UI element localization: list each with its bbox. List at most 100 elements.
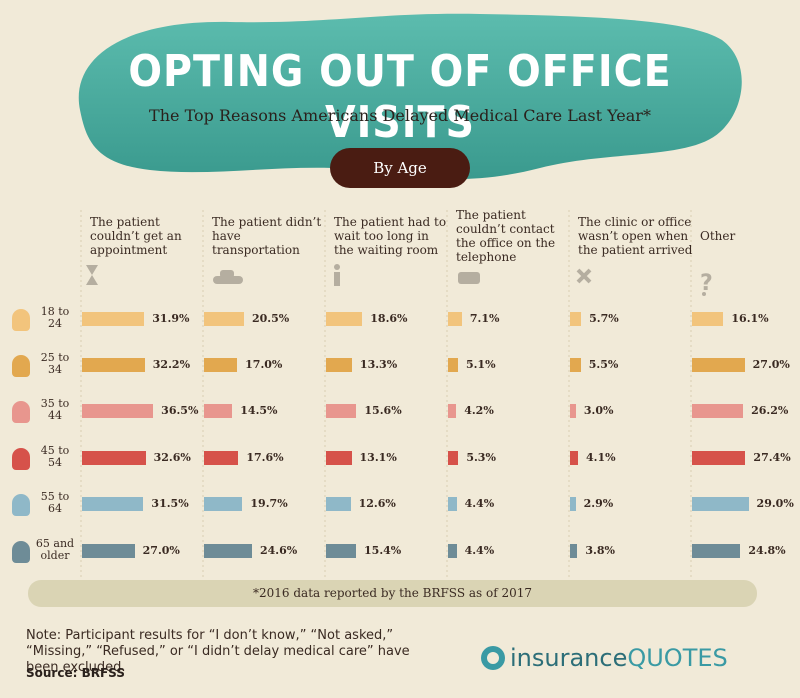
age-label: 55 to 64 xyxy=(40,490,70,515)
age-label: 25 to 34 xyxy=(40,351,70,376)
bar xyxy=(448,544,457,558)
value-label: 15.6% xyxy=(364,404,402,417)
bar xyxy=(692,358,745,372)
value-label: 3.0% xyxy=(583,404,614,417)
value-label: 4.1% xyxy=(585,451,616,464)
bar xyxy=(82,497,144,511)
value-label: 2.9% xyxy=(583,497,614,510)
bar xyxy=(570,497,576,511)
value-label: 17.6% xyxy=(246,451,284,464)
value-label: 17.0% xyxy=(245,358,283,371)
bar xyxy=(448,497,457,511)
value-label: 7.1% xyxy=(469,312,500,325)
face-icon xyxy=(12,309,30,331)
bar xyxy=(326,544,357,558)
value-label: 15.4% xyxy=(364,544,402,557)
face-icon xyxy=(12,541,30,563)
svg-text:?: ? xyxy=(700,271,713,296)
bar xyxy=(570,312,582,326)
group-label: By Age xyxy=(373,159,427,177)
bar xyxy=(570,451,578,465)
bar xyxy=(326,312,363,326)
bar xyxy=(82,544,135,558)
age-label: 18 to 24 xyxy=(40,305,70,330)
value-label: 27.0% xyxy=(752,358,790,371)
column-header: The patient had to wait too long in the … xyxy=(334,215,447,257)
source: Source: BRFSS xyxy=(26,666,125,680)
value-label: 29.0% xyxy=(756,497,794,510)
bar xyxy=(692,497,749,511)
subtitle: The Top Reasons Americans Delayed Medica… xyxy=(149,106,651,125)
age-label: 65 and older xyxy=(35,537,75,562)
bar xyxy=(570,404,576,418)
bar xyxy=(692,404,744,418)
value-label: 5.1% xyxy=(465,358,496,371)
bar xyxy=(448,312,462,326)
bar xyxy=(204,312,244,326)
value-label: 27.0% xyxy=(142,544,180,557)
bar xyxy=(82,404,154,418)
bar xyxy=(570,358,581,372)
value-label: 27.4% xyxy=(753,451,791,464)
bar xyxy=(204,497,243,511)
column-header: Other xyxy=(700,229,736,243)
value-label: 12.6% xyxy=(358,497,396,510)
value-label: 26.2% xyxy=(751,404,789,417)
value-label: 19.7% xyxy=(250,497,288,510)
face-icon xyxy=(12,401,30,423)
value-label: 13.1% xyxy=(359,451,397,464)
bar xyxy=(82,312,145,326)
value-label: 5.3% xyxy=(466,451,496,464)
face-icon xyxy=(12,494,30,516)
value-label: 4.4% xyxy=(464,497,495,510)
value-label: 3.8% xyxy=(585,544,615,557)
bar xyxy=(448,404,457,418)
value-label: 24.8% xyxy=(748,544,786,557)
bar xyxy=(326,451,352,465)
value-label: 24.6% xyxy=(259,544,298,557)
value-label: 13.3% xyxy=(359,358,398,371)
value-label: 5.5% xyxy=(588,358,619,371)
brand-accent: QUOTES xyxy=(627,644,728,672)
note: Note: Participant results for “I don’t k… xyxy=(26,628,410,675)
bar xyxy=(692,312,724,326)
value-label: 36.5% xyxy=(161,404,199,417)
bar xyxy=(204,404,233,418)
footnote: *2016 data reported by the BRFSS as of 2… xyxy=(253,586,532,600)
column-header: The patient couldn’t get an appointment xyxy=(90,215,182,257)
column-header: The clinic or office wasn’t open when th… xyxy=(578,215,693,257)
bar xyxy=(204,358,238,372)
value-label: 18.6% xyxy=(370,312,408,325)
bar xyxy=(82,451,146,465)
value-label: 5.7% xyxy=(589,312,619,325)
bar xyxy=(326,358,352,372)
value-label: 14.5% xyxy=(240,404,278,417)
bar xyxy=(326,404,357,418)
value-label: 4.4% xyxy=(464,544,495,557)
face-icon xyxy=(12,355,30,377)
value-label: 16.1% xyxy=(731,312,769,325)
bar xyxy=(692,544,741,558)
value-label: 4.2% xyxy=(464,404,494,417)
column-header: The patient couldn’t contact the office … xyxy=(456,208,556,264)
age-label: 45 to 54 xyxy=(40,444,70,469)
title: OPTING OUT OF OFFICE VISITS xyxy=(128,46,672,148)
face-icon xyxy=(12,448,30,470)
bar xyxy=(82,358,145,372)
value-label: 32.6% xyxy=(153,451,191,464)
value-label: 31.9% xyxy=(152,312,190,325)
bar xyxy=(448,358,458,372)
column-header: The patient didn’t have transportation xyxy=(212,215,322,257)
value-label: 31.5% xyxy=(151,497,189,510)
bar xyxy=(692,451,746,465)
brand-name: insurance xyxy=(510,644,628,672)
value-label: 20.5% xyxy=(251,312,290,325)
bar xyxy=(570,544,578,558)
value-label: 32.2% xyxy=(152,358,191,371)
bar xyxy=(448,451,459,465)
bar xyxy=(204,451,239,465)
age-label: 35 to 44 xyxy=(40,397,70,422)
bar xyxy=(204,544,252,558)
